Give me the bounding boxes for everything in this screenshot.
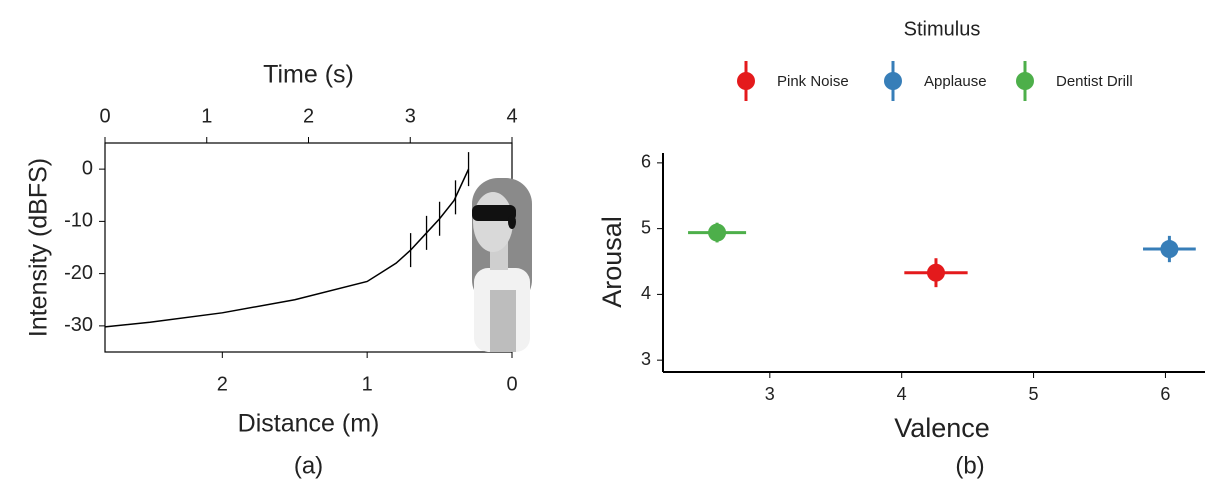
caption: (a) — [294, 452, 323, 479]
x2-tick-label: 4 — [506, 105, 517, 127]
x2-tick-label: 3 — [405, 105, 416, 127]
point — [708, 223, 727, 242]
y-axis-label: Arousal — [597, 216, 627, 308]
point — [1160, 240, 1179, 259]
x-tick-label: 2 — [217, 373, 228, 395]
y-tick-label: -20 — [64, 262, 93, 284]
x2-tick-label: 2 — [303, 105, 314, 127]
x2-tick-label: 1 — [201, 105, 212, 127]
x-tick-label: 0 — [506, 373, 517, 395]
blindfold — [472, 205, 516, 221]
y-tick-label: -30 — [64, 314, 93, 336]
line — [104, 168, 470, 328]
legend-label: Dentist Drill — [1056, 73, 1133, 90]
x-tick-label: 4 — [897, 384, 907, 404]
y-tick-label: 6 — [641, 152, 651, 172]
arm — [490, 290, 516, 352]
ear — [508, 215, 516, 229]
caption: (b) — [955, 452, 984, 479]
x-tick-label: 6 — [1160, 384, 1170, 404]
x-axis-label: Distance (m) — [238, 410, 380, 438]
point — [926, 263, 945, 282]
legend-marker — [884, 72, 902, 90]
y-tick-label: 5 — [641, 217, 651, 237]
y-tick-label: 0 — [82, 157, 93, 179]
y-axis-label: Intensity (dBFS) — [25, 158, 53, 337]
legend-label: Applause — [924, 73, 987, 90]
face — [473, 192, 513, 252]
legend-marker — [1016, 72, 1034, 90]
legend-title: Stimulus — [904, 18, 981, 40]
illustration — [472, 178, 532, 352]
x2-tick-label: 0 — [99, 105, 110, 127]
legend-label: Pink Noise — [777, 73, 849, 90]
y-tick-label: 4 — [641, 283, 651, 303]
x-tick-label: 5 — [1029, 384, 1039, 404]
y-tick-label: 3 — [641, 349, 651, 369]
x-tick-label: 1 — [362, 373, 373, 395]
x2-axis-label: Time (s) — [263, 61, 354, 89]
legend-marker — [737, 72, 755, 90]
x-axis-label: Valence — [894, 413, 990, 443]
x-tick-label: 3 — [765, 384, 775, 404]
y-tick-label: -10 — [64, 210, 93, 232]
